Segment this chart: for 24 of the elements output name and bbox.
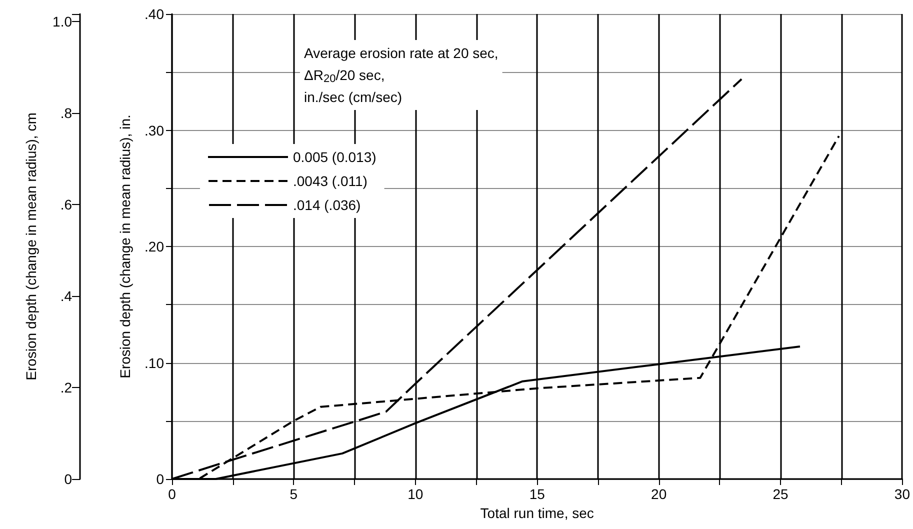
legend-label: 0.005 (0.013) — [293, 149, 376, 165]
legend-label: .014 (.036) — [293, 197, 361, 213]
y-tick-label: .40 — [144, 6, 164, 22]
y2-tick-label: 1.0 — [52, 13, 72, 30]
x-tick-label: 20 — [651, 486, 667, 502]
x-tick-label: 15 — [529, 486, 546, 502]
y-tick-label: .20 — [144, 238, 164, 254]
y2-tick-label: .6 — [60, 196, 72, 212]
y2-tick-label: .4 — [60, 288, 72, 304]
x-tick-label: 25 — [772, 486, 789, 502]
x-tick-label: 10 — [408, 486, 424, 502]
y2-tick-label: .2 — [60, 379, 72, 396]
y2-tick-label: 0 — [64, 471, 72, 487]
x-tick-label: 5 — [290, 486, 298, 502]
y-tick-label: .10 — [144, 354, 164, 371]
x-tick-label: 0 — [168, 486, 176, 502]
x-axis-title: Total run time, sec — [480, 504, 594, 521]
y-tick-label: 0 — [156, 471, 164, 487]
y2-tick-label: .8 — [60, 104, 72, 121]
y2-axis-title: Erosion depth (change in mean radius), cm — [23, 112, 39, 380]
legend-label: .0043 (.011) — [293, 173, 368, 189]
y-tick-label: .30 — [144, 122, 164, 138]
y-axis-title: Erosion depth (change in mean radius), in. — [117, 114, 133, 378]
x-tick-label: 30 — [894, 486, 910, 502]
